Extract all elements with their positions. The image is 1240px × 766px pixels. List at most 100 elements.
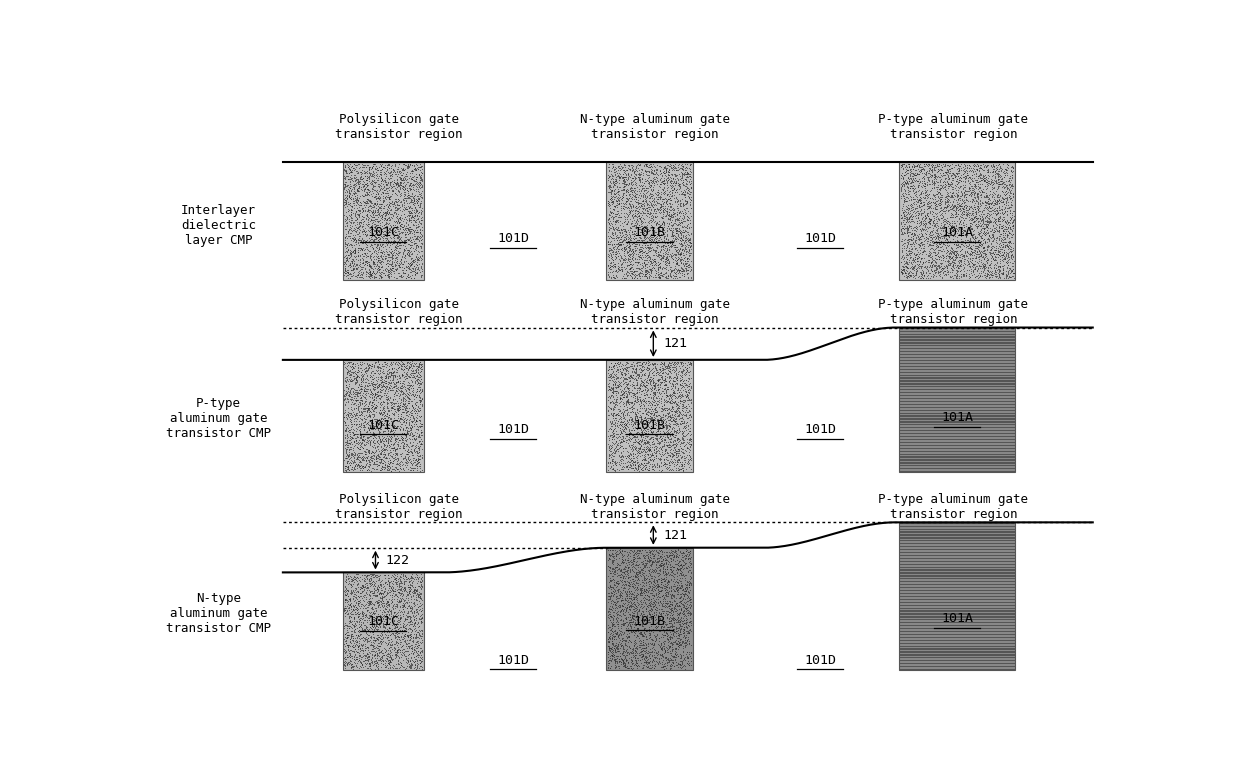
- Point: [653, 210, 673, 222]
- Point: [611, 463, 631, 476]
- Point: [378, 181, 398, 193]
- Point: [640, 443, 660, 455]
- Point: [357, 267, 377, 279]
- Point: [388, 599, 408, 611]
- Point: [898, 167, 918, 179]
- Point: [606, 165, 626, 177]
- Point: [661, 194, 681, 206]
- Point: [404, 613, 424, 625]
- Point: [658, 237, 678, 249]
- Point: [340, 648, 360, 660]
- Point: [374, 380, 394, 392]
- Point: [353, 175, 373, 187]
- Point: [637, 440, 657, 452]
- Point: [398, 233, 418, 245]
- Point: [379, 612, 399, 624]
- Point: [946, 224, 966, 237]
- Point: [622, 175, 642, 188]
- Point: [361, 260, 381, 272]
- Point: [608, 170, 627, 182]
- Point: [609, 404, 629, 417]
- Point: [651, 649, 671, 661]
- Point: [398, 610, 418, 622]
- Point: [343, 423, 363, 435]
- Point: [627, 168, 647, 180]
- Point: [629, 561, 649, 573]
- Point: [667, 378, 687, 390]
- Point: [632, 375, 652, 388]
- Point: [624, 363, 644, 375]
- Point: [928, 165, 947, 178]
- Point: [371, 370, 391, 382]
- Point: [601, 192, 621, 205]
- Point: [618, 381, 637, 394]
- Point: [672, 579, 692, 591]
- Point: [345, 210, 365, 222]
- Point: [372, 460, 392, 473]
- Point: [366, 232, 386, 244]
- Point: [599, 606, 619, 618]
- Point: [608, 381, 627, 393]
- Point: [365, 225, 384, 237]
- Point: [924, 269, 944, 281]
- Point: [661, 211, 681, 224]
- Point: [412, 437, 432, 449]
- Point: [342, 625, 362, 637]
- Point: [678, 584, 698, 597]
- Point: [351, 404, 371, 417]
- Point: [387, 236, 407, 248]
- Point: [646, 620, 666, 632]
- Point: [352, 464, 372, 476]
- Point: [382, 264, 402, 276]
- Point: [335, 603, 355, 615]
- Point: [642, 430, 662, 443]
- Point: [655, 439, 675, 451]
- Point: [925, 219, 945, 231]
- Point: [661, 552, 681, 564]
- Point: [658, 555, 678, 568]
- Point: [665, 417, 684, 430]
- Point: [991, 214, 1011, 227]
- Point: [652, 409, 672, 421]
- Point: [371, 444, 391, 456]
- Point: [632, 563, 652, 575]
- Point: [396, 435, 415, 447]
- Point: [668, 556, 688, 568]
- Point: [367, 197, 387, 209]
- Point: [961, 209, 981, 221]
- Point: [668, 244, 688, 257]
- Point: [350, 220, 370, 232]
- Point: [355, 250, 374, 263]
- Point: [404, 225, 424, 237]
- Point: [622, 191, 642, 203]
- Point: [673, 243, 693, 255]
- Point: [603, 395, 622, 408]
- Point: [370, 397, 389, 409]
- Point: [358, 266, 378, 278]
- Point: [680, 237, 699, 249]
- Point: [341, 463, 361, 476]
- Point: [347, 607, 367, 619]
- Point: [340, 365, 360, 378]
- Point: [666, 391, 686, 404]
- Point: [647, 410, 667, 422]
- Point: [360, 447, 379, 459]
- Point: [350, 447, 370, 459]
- Point: [905, 210, 925, 222]
- Point: [624, 595, 644, 607]
- Point: [353, 424, 373, 437]
- Point: [611, 359, 631, 372]
- Point: [914, 191, 934, 203]
- Point: [936, 165, 956, 177]
- Point: [992, 158, 1012, 170]
- Point: [412, 655, 432, 667]
- Point: [601, 423, 621, 435]
- Point: [368, 244, 388, 256]
- Point: [680, 386, 699, 398]
- Point: [362, 221, 382, 234]
- Point: [405, 230, 425, 242]
- Point: [966, 160, 986, 172]
- Point: [670, 198, 689, 211]
- Point: [945, 159, 965, 172]
- Point: [621, 254, 641, 267]
